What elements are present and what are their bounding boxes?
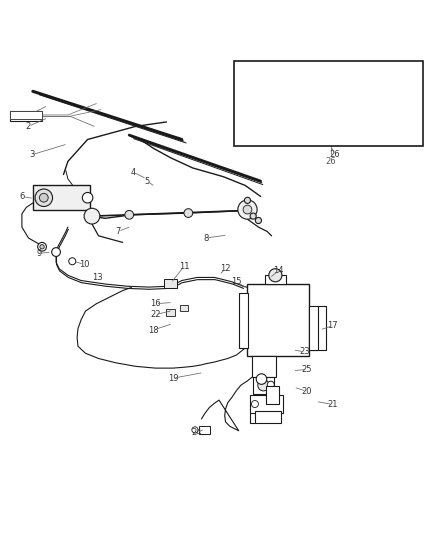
Bar [255, 410, 281, 423]
Circle shape [258, 379, 269, 391]
Bar [309, 306, 318, 350]
Circle shape [250, 213, 256, 219]
Text: 11: 11 [179, 262, 189, 271]
Circle shape [40, 245, 44, 249]
Circle shape [269, 269, 282, 282]
Bar [180, 305, 188, 311]
Circle shape [69, 258, 76, 265]
Text: 13: 13 [92, 273, 102, 282]
Bar [10, 111, 42, 121]
Text: 1: 1 [26, 111, 31, 120]
Text: 18: 18 [148, 326, 159, 335]
Circle shape [38, 243, 46, 251]
Text: 25: 25 [301, 365, 312, 374]
Text: 22: 22 [150, 310, 161, 319]
Circle shape [39, 193, 48, 202]
Circle shape [251, 400, 258, 408]
Circle shape [244, 197, 251, 204]
Text: 7: 7 [116, 227, 121, 236]
Bar [33, 185, 90, 209]
Text: 5: 5 [144, 176, 149, 185]
Circle shape [184, 209, 193, 217]
Text: 19: 19 [168, 374, 178, 383]
Text: 16: 16 [150, 299, 161, 308]
Bar [234, 61, 423, 146]
Circle shape [192, 427, 198, 433]
Bar [247, 284, 309, 356]
Bar [239, 293, 248, 348]
Text: 20: 20 [301, 387, 312, 396]
Text: 14: 14 [273, 266, 283, 276]
Circle shape [35, 189, 53, 206]
Text: 2: 2 [26, 122, 31, 131]
Circle shape [243, 205, 252, 214]
Circle shape [84, 208, 100, 224]
Text: 21: 21 [328, 400, 338, 409]
Text: 26: 26 [325, 157, 336, 166]
Bar [252, 356, 276, 377]
Text: 12: 12 [220, 264, 231, 273]
Text: 9: 9 [37, 249, 42, 258]
Circle shape [125, 211, 134, 219]
Circle shape [238, 200, 257, 219]
Circle shape [82, 192, 93, 203]
Bar [164, 279, 177, 287]
Bar [166, 310, 175, 316]
Text: 4: 4 [131, 168, 136, 177]
Circle shape [255, 217, 261, 223]
Text: 6: 6 [19, 192, 25, 201]
Text: 24: 24 [192, 429, 202, 438]
Text: 23: 23 [299, 348, 310, 357]
Text: 3: 3 [29, 150, 34, 159]
Text: 15: 15 [231, 277, 242, 286]
Text: 17: 17 [328, 321, 338, 330]
Bar [253, 377, 274, 393]
Text: 10: 10 [79, 260, 89, 269]
Circle shape [52, 248, 60, 256]
Text: 26: 26 [330, 150, 340, 159]
Bar [265, 275, 286, 284]
Bar [10, 110, 42, 119]
Bar [250, 395, 283, 413]
Bar [266, 386, 279, 403]
Text: 8: 8 [203, 233, 208, 243]
Circle shape [267, 381, 274, 388]
Circle shape [256, 374, 267, 384]
Bar [199, 426, 210, 434]
